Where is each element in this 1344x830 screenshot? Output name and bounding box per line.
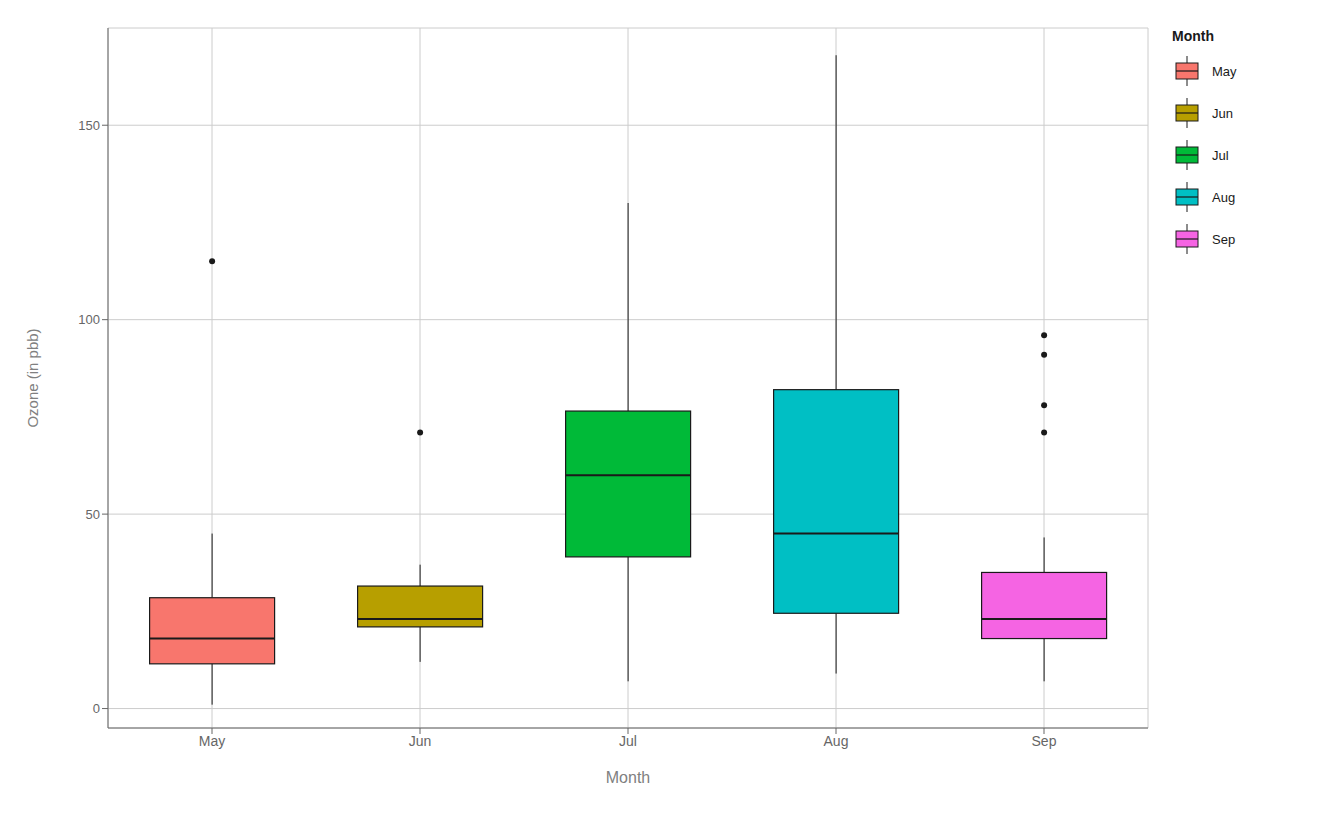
html-text:Jul: Jul [1212, 147, 1229, 163]
svg-text:Aug: Aug [824, 733, 849, 749]
svg-text:Jun: Jun [409, 733, 432, 749]
svg-text:Jul: Jul [619, 733, 637, 749]
svg-text:150: 150 [78, 118, 100, 133]
svg-text:0: 0 [93, 701, 100, 716]
html-text:Aug: Aug [1212, 189, 1236, 205]
svg-text:50: 50 [86, 507, 100, 522]
svg-text:Ozone (in pbb): Ozone (in pbb) [24, 328, 41, 427]
html-text:Sep: Sep [1212, 231, 1236, 247]
html-text:Month: Month [1172, 28, 1214, 44]
svg-text:Month: Month [606, 769, 650, 786]
svg-text:Sep: Sep [1032, 733, 1057, 749]
html-text:May: May [1212, 63, 1237, 79]
html-text:Jun: Jun [1212, 105, 1233, 121]
svg-text:May: May [199, 733, 225, 749]
svg-text:100: 100 [78, 312, 100, 327]
